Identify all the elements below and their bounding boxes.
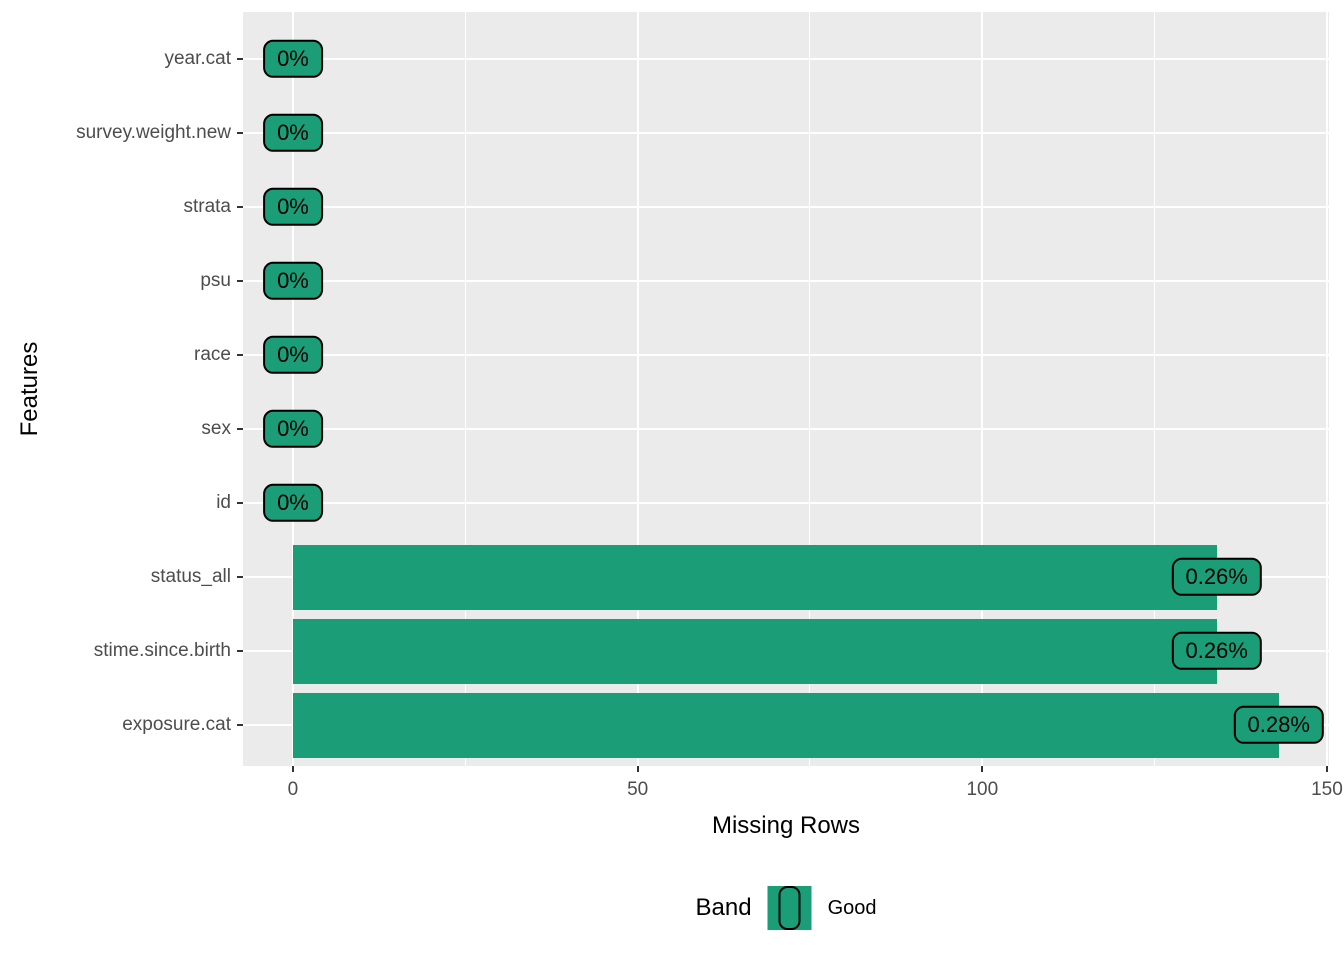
major-gridline	[243, 58, 1329, 60]
major-gridline	[243, 132, 1329, 134]
major-gridline	[243, 502, 1329, 504]
y-tick-mark	[237, 280, 243, 282]
bar-label: 0%	[263, 409, 323, 449]
legend: Band Good	[696, 886, 877, 930]
minor-gridline	[1154, 12, 1156, 766]
label-glyph-icon	[778, 886, 801, 930]
y-tick-mark	[237, 132, 243, 134]
y-tick-mark	[237, 58, 243, 60]
y-tick-label: status_all	[150, 566, 231, 587]
x-tick-label: 50	[627, 779, 649, 800]
major-gridline	[636, 12, 639, 766]
bar	[292, 692, 1279, 758]
bar-label: 0%	[263, 483, 323, 523]
x-tick-label: 0	[287, 779, 299, 800]
y-tick-mark	[237, 354, 243, 356]
major-gridline	[243, 354, 1329, 356]
plot-panel: 0% 0% 0% 0% 0% 0% 0% 0.26% 0.26% 0.28%	[243, 12, 1329, 766]
bar-label: 0%	[263, 261, 323, 301]
y-tick-mark	[237, 576, 243, 578]
y-tick-label: psu	[200, 270, 231, 291]
y-tick-mark	[237, 428, 243, 430]
bar	[292, 618, 1217, 684]
y-tick-label: strata	[183, 196, 231, 217]
major-gridline	[291, 12, 294, 766]
bar-label: 0.26%	[1171, 631, 1262, 671]
bar-label: 0.28%	[1233, 705, 1324, 745]
minor-gridline	[464, 12, 466, 766]
bar-label: 0%	[263, 39, 323, 79]
y-tick-mark	[237, 650, 243, 652]
y-tick-mark	[237, 724, 243, 726]
y-tick-label: sex	[201, 418, 231, 439]
x-tick-mark	[636, 766, 639, 772]
y-tick-label: year.cat	[164, 48, 231, 69]
x-tick-label: 100	[966, 779, 999, 800]
y-tick-label: exposure.cat	[122, 714, 231, 735]
bar-label: 0%	[263, 113, 323, 153]
major-gridline	[1325, 12, 1328, 766]
y-tick-label: id	[216, 492, 231, 513]
bar	[292, 544, 1217, 610]
x-axis-title: Missing Rows	[711, 812, 861, 839]
legend-title: Band	[695, 894, 752, 921]
x-tick-mark	[291, 766, 294, 772]
y-tick-label: survey.weight.new	[76, 122, 231, 143]
major-gridline	[243, 206, 1329, 208]
x-tick-mark	[981, 766, 984, 772]
legend-label-good: Good	[827, 896, 877, 919]
legend-key-good	[767, 886, 812, 930]
major-gridline	[981, 12, 984, 766]
bar-label: 0%	[263, 187, 323, 227]
y-tick-label: stime.since.birth	[93, 640, 231, 661]
bar-label: 0.26%	[1171, 557, 1262, 597]
major-gridline	[243, 428, 1329, 430]
x-tick-label: 150	[1311, 779, 1343, 800]
x-tick-mark	[1325, 766, 1328, 772]
bar-label: 0%	[263, 335, 323, 375]
y-tick-mark	[237, 502, 243, 504]
y-tick-mark	[237, 206, 243, 208]
major-gridline	[243, 280, 1329, 282]
minor-gridline	[809, 12, 811, 766]
y-tick-label: race	[194, 344, 231, 365]
